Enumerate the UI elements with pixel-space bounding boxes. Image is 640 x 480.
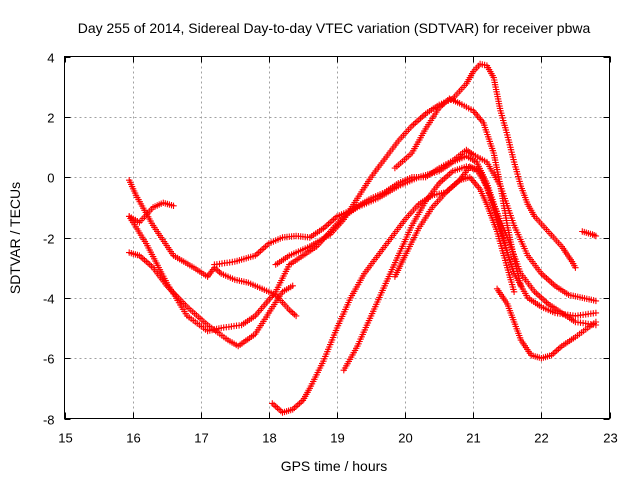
y-tick-label: -6 [43, 352, 55, 367]
x-tick-label: 19 [330, 431, 344, 446]
axis-ticks: 15 16 17 18 19 20 21 22 23 -8 -6 -4 -2 0 2 4 [43, 51, 618, 446]
grid [64, 56, 610, 419]
x-tick-label: 17 [194, 431, 208, 446]
x-tick-label: 23 [603, 431, 617, 446]
y-tick-label: -2 [43, 232, 55, 247]
series-arc6 [272, 60, 579, 271]
data-point [592, 309, 600, 317]
x-tick-label: 22 [534, 431, 548, 446]
data-point [170, 202, 177, 209]
series-arc11 [493, 285, 600, 362]
y-tick-label: -8 [43, 413, 55, 428]
data-point [517, 282, 525, 289]
x-axis-label: GPS time / hours [281, 458, 388, 474]
x-tick-label: 15 [58, 431, 72, 446]
series-arc9 [340, 163, 600, 374]
data-point [592, 232, 600, 240]
data-point [289, 282, 296, 289]
y-axis-label: SDTVAR / TECUs [7, 182, 23, 294]
x-tick-label: 16 [126, 431, 140, 446]
series-arc4 [126, 249, 296, 350]
y-tick-label: 2 [47, 111, 54, 126]
series-arc12 [579, 228, 600, 240]
x-tick-label: 20 [398, 431, 412, 446]
data-point [592, 318, 600, 326]
series-arc2 [126, 177, 300, 320]
data-point [510, 288, 518, 295]
x-tick-label: 21 [466, 431, 480, 446]
data-points [126, 60, 600, 416]
data-point [572, 264, 579, 271]
y-tick-label: -4 [43, 292, 55, 307]
y-tick-label: 4 [47, 51, 54, 66]
data-point [592, 297, 600, 305]
series-arc10 [391, 174, 518, 295]
chart-title: Day 255 of 2014, Sidereal Day-to-day VTE… [78, 20, 591, 36]
x-tick-label: 18 [262, 431, 276, 446]
data-point [292, 312, 300, 320]
y-tick-label: 0 [47, 171, 54, 186]
